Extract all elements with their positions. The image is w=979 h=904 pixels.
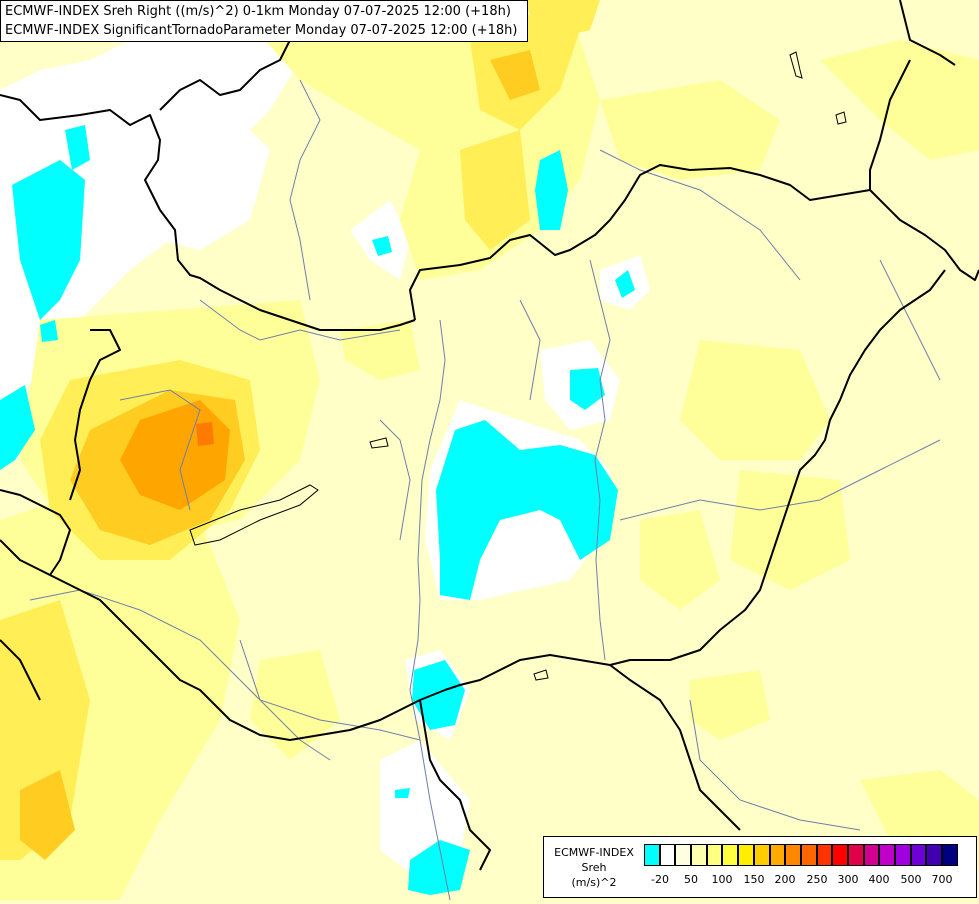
legend-tick: 250 <box>806 873 828 886</box>
legend-tick: 400 <box>868 873 890 886</box>
country-borders <box>0 0 979 871</box>
title-line-2: ECMWF-INDEX SignificantTornadoParameter … <box>5 23 518 38</box>
legend-swatch <box>895 844 911 866</box>
map-title-box: ECMWF-INDEX Sreh Right ((m/s)^2) 0-1km M… <box>0 0 528 42</box>
legend-label-line-2: Sreh <box>581 861 607 874</box>
legend-swatch <box>800 844 817 866</box>
legend-swatch <box>675 844 692 866</box>
title-line-1: ECMWF-INDEX Sreh Right ((m/s)^2) 0-1km M… <box>5 4 511 19</box>
legend-tick: 500 <box>900 873 922 886</box>
legend-tick: 50 <box>684 873 698 886</box>
legend-tick: 700 <box>931 873 953 886</box>
legend-swatch <box>863 844 880 866</box>
legend-label: ECMWF-INDEX Sreh (m/s)^2 <box>548 845 640 890</box>
legend-ticks: -20 50 100 150 200 250 300 400 500 700 <box>644 873 974 889</box>
legend-tick: 300 <box>837 873 859 886</box>
legend-swatch <box>769 844 786 866</box>
legend-swatch <box>659 844 676 866</box>
legend-swatches <box>644 844 958 866</box>
legend-swatch <box>644 844 660 866</box>
legend-swatch <box>706 844 723 866</box>
legend-label-line-3: (m/s)^2 <box>571 876 617 889</box>
color-legend: ECMWF-INDEX Sreh (m/s)^2 -20 50 100 150 200 2… <box>543 836 977 898</box>
legend-label-line-1: ECMWF-INDEX <box>554 846 634 859</box>
legend-swatch <box>691 844 707 866</box>
legend-swatch <box>847 844 864 866</box>
legend-swatch <box>753 844 770 866</box>
legend-tick: 200 <box>774 873 796 886</box>
legend-swatch <box>926 844 943 866</box>
lakes <box>189 51 847 681</box>
legend-swatch <box>785 844 801 866</box>
legend-swatch <box>816 844 833 866</box>
legend-tick: -20 <box>651 873 669 886</box>
legend-swatch <box>879 844 895 866</box>
orange-areas <box>20 50 540 860</box>
legend-swatch <box>910 844 927 866</box>
rivers <box>29 79 941 901</box>
legend-swatch <box>942 844 958 866</box>
cyan-areas <box>0 125 635 895</box>
legend-swatch <box>832 844 848 866</box>
legend-tick: 150 <box>743 873 765 886</box>
legend-swatch <box>722 844 739 866</box>
legend-swatch <box>738 844 754 866</box>
legend-tick: 100 <box>711 873 733 886</box>
